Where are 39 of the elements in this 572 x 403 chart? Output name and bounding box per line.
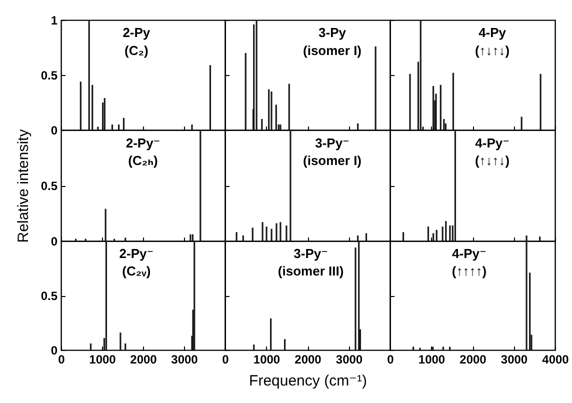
- text: (↑↓↑↓): [474, 42, 510, 58]
- y-axis-title: Relative intensity: [14, 128, 32, 243]
- text: (isomer I): [302, 42, 362, 58]
- chart-title: 4-Py⁻: [475, 135, 510, 150]
- text: (C₂ₕ): [128, 153, 158, 168]
- text: (↑↓↑↓): [474, 153, 510, 168]
- chart-title: 2-Py: [122, 25, 151, 40]
- y-tick-label: 0.5: [40, 68, 58, 82]
- y-tick-label: 0.5: [40, 179, 58, 193]
- chart-title: 2-Py⁻: [119, 246, 154, 262]
- x-tick-label: 0: [222, 352, 230, 366]
- chart-title: 3-Py⁻: [315, 135, 350, 150]
- x-tick-label: 2000: [130, 352, 158, 366]
- x-tick-label: 3000: [500, 352, 528, 366]
- text: (isomer I): [302, 153, 362, 168]
- x-tick-label: 1000: [253, 352, 280, 366]
- chart-title: 3-Py: [318, 25, 347, 40]
- text: (isomer III): [278, 264, 344, 279]
- text: (C₂): [124, 42, 148, 58]
- chart-title: 2-Py⁻: [126, 135, 160, 150]
- x-tick-label: 3000: [171, 352, 198, 366]
- chart-title: 3-Py⁻: [294, 246, 328, 262]
- chart-title: 4-Py: [478, 25, 507, 40]
- y-tick-label: 0: [50, 234, 58, 248]
- x-tick-label: 0: [387, 352, 394, 366]
- y-tick-label: 0: [50, 344, 58, 358]
- x-axis-title: Frequency (cm⁻¹): [249, 372, 367, 390]
- y-tick-label: 0: [50, 124, 58, 138]
- x-tick-label: 1000: [89, 352, 116, 366]
- x-tick-label: 3000: [336, 352, 363, 366]
- y-tick-label: 1: [50, 14, 58, 28]
- text: (↑↑↑↑): [452, 264, 487, 279]
- x-tick-label: 2000: [294, 352, 322, 366]
- text: (C₂ᵥ): [122, 264, 151, 279]
- y-tick-label: 0.5: [40, 289, 58, 303]
- x-tick-label: 1000: [418, 352, 446, 366]
- chart-title: 4-Py⁻: [452, 246, 486, 262]
- x-tick-label: 4000: [542, 352, 570, 366]
- x-tick-label: 2000: [460, 352, 487, 366]
